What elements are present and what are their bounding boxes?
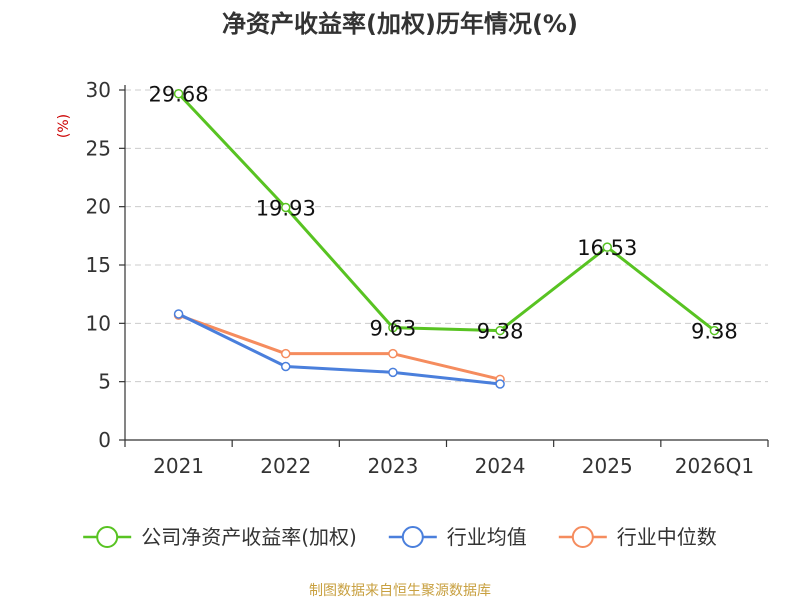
series-2-point-2 [388,348,398,359]
series-0-point-0 [173,88,184,99]
x-tick-label-2024: 2024 [475,454,526,478]
series-line-2 [178,313,501,381]
chart-title: 净资产收益率(加权)历年情况(%) [222,10,578,38]
y-tick-label-5: 5 [98,370,111,394]
legend-marker-2 [571,526,594,548]
y-tick-label-10: 10 [86,311,111,335]
legend-label-0: 公司净资产收益率(加权) [141,525,357,549]
series-0-point-4 [602,242,612,252]
y-tick-label-0: 0 [98,428,111,452]
data-labels: 29.68 19.93 9.63 9.38 16.53 9.38 [149,83,738,344]
data-label-2022: 19.93 [256,196,316,220]
legend-marker-0 [96,526,119,548]
series-2-point-1 [281,348,291,359]
data-source-note: 制图数据来自恒生聚源数据库 [309,583,491,599]
y-tick-label-30: 30 [86,78,111,102]
series-1-point-3 [495,379,505,389]
y-tick-label-25: 25 [86,136,111,160]
series-1-point-0 [173,309,184,319]
legend-label-2: 行业中位数 [617,525,717,549]
x-tick-label-2023: 2023 [367,454,418,478]
series-0-point-5 [709,325,720,336]
legend: 公司净资产收益率(加权) 行业均值 行业中位数 [83,525,717,549]
series-0-point-3 [495,325,505,336]
x-tick-label-2026Q1: 2026Q1 [675,454,754,478]
data-label-2023: 9.63 [370,317,417,341]
data-label-2024: 9.38 [477,320,524,344]
series-0-point-1 [281,202,291,213]
y-tick-label-20: 20 [86,195,111,219]
data-label-2021: 29.68 [149,83,209,107]
legend-item-0: 公司净资产收益率(加权) [83,525,357,549]
data-label-2025: 16.53 [577,236,637,260]
x-tick-label-2022: 2022 [260,454,311,478]
series-1-point-1 [281,361,291,372]
y-tick-label-15: 15 [86,253,111,277]
gridlines [125,89,768,383]
x-tick-label-2025: 2025 [582,454,633,478]
legend-item-2: 行业中位数 [558,525,717,549]
data-label-2026Q1: 9.38 [691,320,738,344]
series-0-point-2 [388,322,398,333]
legend-item-1: 行业均值 [388,525,527,549]
series-line-1 [177,312,501,386]
y-axis-unit-label: (%) [56,114,72,138]
series-lines [173,88,720,389]
x-tick-label-2021: 2021 [153,454,204,478]
series-1-point-2 [388,367,398,378]
legend-marker-1 [401,526,424,548]
series-line-0 [177,92,716,333]
legend-label-1: 行业均值 [447,525,527,549]
